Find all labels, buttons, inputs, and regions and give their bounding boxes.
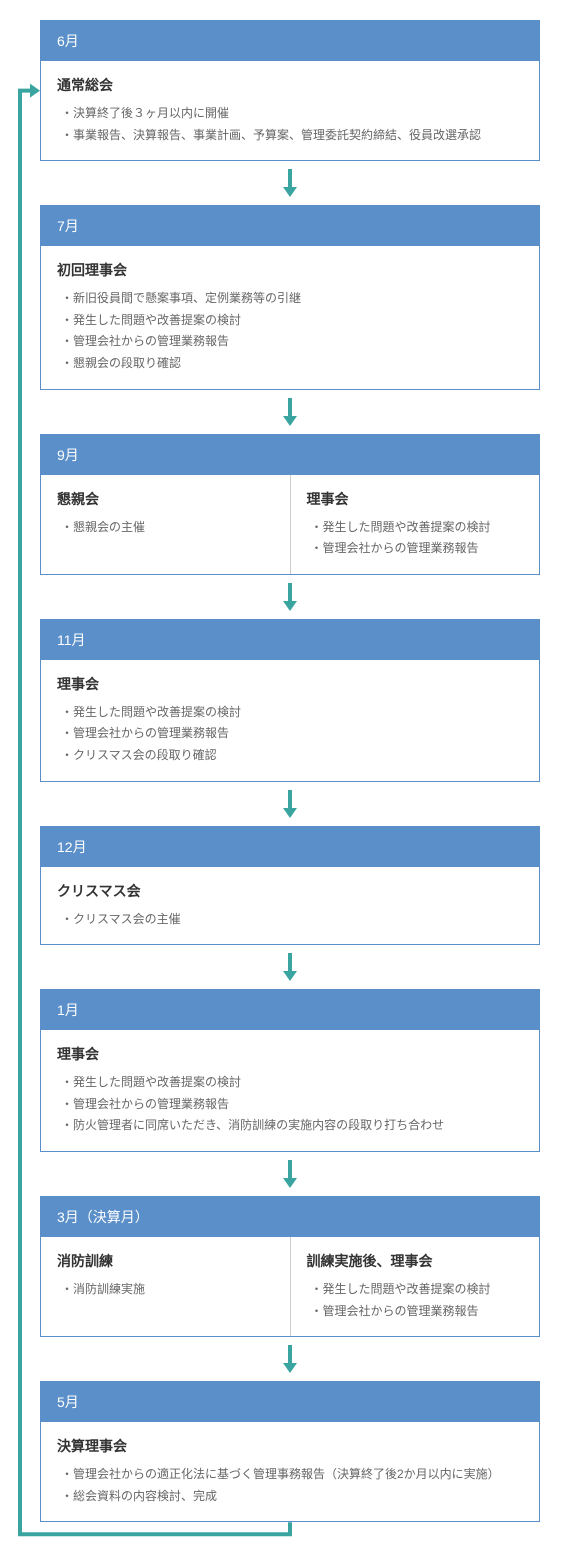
loop-back-arrow — [5, 20, 545, 1542]
